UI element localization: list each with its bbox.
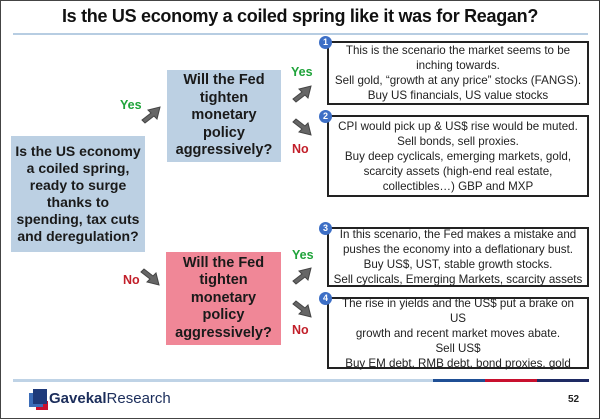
outcome-text-3: In this scenario, the Fed makes a mistak…	[333, 228, 583, 286]
gavekal-logo-icon	[29, 389, 48, 410]
footer-divider-blue	[433, 379, 485, 382]
arrow-down-right-icon	[292, 118, 312, 136]
outcome-box-3: In this scenario, the Fed makes a mistak…	[327, 227, 589, 287]
bottom-no-label: No	[292, 323, 309, 337]
top-yes-label: Yes	[291, 65, 313, 79]
arrow-up-right-icon	[292, 267, 312, 285]
branch-yes-label: Yes	[120, 98, 142, 112]
slide-title: Is the US economy a coiled spring like i…	[61, 6, 539, 26]
outcome-box-4: The rise in yields and the US$ put a bra…	[327, 296, 589, 370]
outcome-text-1: This is the scenario the market seems to…	[334, 44, 582, 102]
top-no-label: No	[292, 142, 309, 156]
bottom-yes-label: Yes	[292, 248, 314, 262]
fed-question-bottom-text: Will the Fed tighten monetary policy agg…	[175, 254, 272, 341]
outcome-badge-3: 3	[319, 222, 332, 235]
title-divider	[13, 33, 588, 35]
outcome-box-2: CPI would pick up & US$ rise would be mu…	[327, 115, 589, 197]
page-number: 52	[568, 394, 580, 405]
brand-name: GavekalResearch	[49, 390, 171, 407]
arrow-down-right-icon	[140, 268, 160, 286]
fed-question-top-text: Will the Fed tighten monetary policy agg…	[175, 72, 273, 159]
outcome-box-1: This is the scenario the market seems to…	[327, 41, 589, 105]
outcome-badge-2: 2	[319, 110, 332, 123]
outcome-text-2: CPI would pick up & US$ rise would be mu…	[338, 119, 578, 193]
outcome-text-4: The rise in yields and the US$ put a bra…	[341, 296, 574, 370]
footer-divider-red	[485, 379, 537, 382]
brand-regular: Research	[106, 390, 171, 407]
arrow-down-right-icon	[292, 300, 312, 318]
main-question-text: Is the US economy a coiled spring, ready…	[15, 143, 141, 244]
outcome-badge-1: 1	[319, 36, 332, 49]
branch-no-label: No	[123, 273, 140, 287]
footer-divider-navy	[537, 379, 589, 382]
main-question-box: Is the US economy a coiled spring, ready…	[11, 136, 145, 252]
outcome-badge-4: 4	[319, 292, 332, 305]
fed-question-top-box: Will the Fed tighten monetary policy agg…	[167, 70, 281, 162]
arrow-up-right-icon	[141, 106, 161, 124]
brand-bold: Gavekal	[49, 390, 107, 407]
fed-question-bottom-box: Will the Fed tighten monetary policy agg…	[166, 252, 281, 345]
arrow-up-right-icon	[292, 85, 312, 103]
footer-divider	[13, 379, 433, 382]
